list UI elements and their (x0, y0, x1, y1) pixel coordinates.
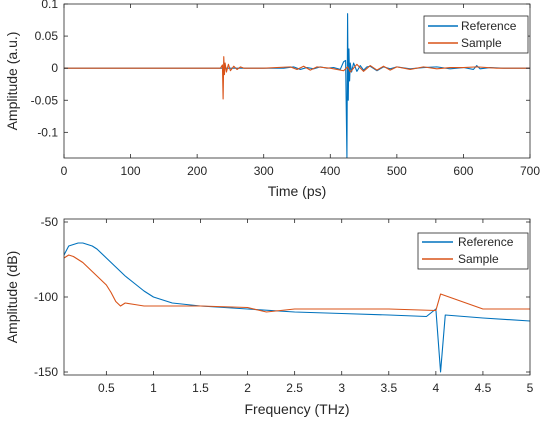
x-tick-label: 200 (187, 164, 207, 178)
x-tick-label: 2 (244, 381, 251, 395)
y-tick-label: -50 (41, 215, 59, 229)
legend-label-sample: Sample (461, 36, 502, 50)
x-axis-label: Time (ps) (268, 183, 327, 199)
x-tick-label: 100 (121, 164, 141, 178)
frequency-domain-plot: 0.5 1 1.5 2 2.5 3 3.5 4 4.5 5 -50 -100 -150 Frequenc… (4, 215, 534, 417)
x-tick-label: 2.5 (286, 381, 303, 395)
x-tick-label: 600 (453, 164, 473, 178)
y-tick-label: -0.1 (37, 125, 58, 139)
x-tick-label: 1 (150, 381, 157, 395)
x-axis-label: Frequency (THz) (244, 401, 349, 417)
y-axis-label: Amplitude (dB) (4, 251, 20, 344)
legend: Reference Sample (423, 15, 529, 54)
y-axis-label: Amplitude (a.u.) (4, 32, 20, 131)
x-tick-label: 0.5 (98, 381, 115, 395)
x-tick-label: 700 (520, 164, 540, 178)
x-tick-label: 5 (527, 381, 534, 395)
y-tick-label: 0 (51, 61, 58, 75)
y-tick-label: 0.1 (41, 0, 58, 11)
y-tick-label: -150 (34, 365, 58, 379)
x-tick-label: 4.5 (475, 381, 492, 395)
time-domain-plot: 0 100 200 300 400 500 600 7000.10.050-0.05-0.1 … (4, 0, 540, 199)
y-tick-label: -100 (34, 290, 58, 304)
legend: Reference Sample (417, 232, 529, 270)
x-tick-label: 400 (320, 164, 340, 178)
x-tick-label: 3.5 (380, 381, 397, 395)
x-tick-label: 3 (338, 381, 345, 395)
legend-box (423, 15, 529, 54)
x-tick-label: 0 (61, 164, 68, 178)
legend-box (417, 232, 529, 270)
y-tick-label: -0.05 (31, 93, 59, 107)
x-tick-label: 300 (254, 164, 274, 178)
series-line-sample (64, 254, 530, 313)
series-line-sample (64, 56, 530, 100)
legend-label-reference: Reference (461, 19, 517, 33)
legend-label-reference: Reference (458, 235, 514, 249)
x-tick-label: 500 (387, 164, 407, 178)
x-tick-label: 4 (433, 381, 440, 395)
x-tick-label: 1.5 (192, 381, 209, 395)
y-tick-label: 0.05 (35, 29, 59, 43)
legend-label-sample: Sample (458, 252, 499, 266)
axes-box (63, 3, 531, 159)
